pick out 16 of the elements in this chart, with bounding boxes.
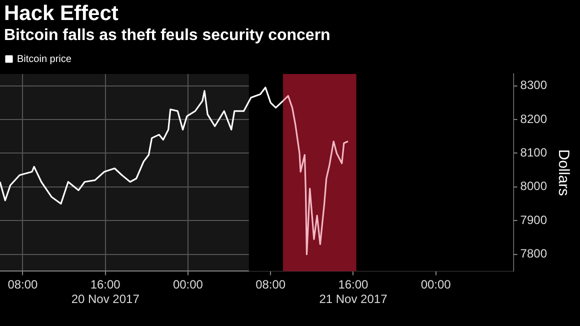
chart-title: Hack Effect [4,2,118,26]
y-tick-label: 7900 [520,212,548,227]
x-tick-label: 16:00 20 Nov 2017 [71,278,140,306]
x-tick-label: 08:00 [8,278,38,292]
x-tick-label: 08:00 [256,278,286,292]
y-tick-label: 7800 [520,246,548,261]
y-tick-label: 8200 [520,112,548,126]
x-tick-label: 00:00 [420,278,452,292]
x-tick-label: 16:00 21 Nov 2017 [319,278,388,306]
y-tick-label: 8300 [520,78,548,92]
y-tick-label: 8000 [520,179,548,194]
chart-subtitle: Bitcoin falls as theft feuls security concern [4,27,330,45]
legend-label: Bitcoin price [17,54,72,65]
y-tick-label: 8100 [520,146,548,160]
x-tick-label: 00:00 [172,278,204,292]
y-axis-title: Dollars [554,149,572,196]
